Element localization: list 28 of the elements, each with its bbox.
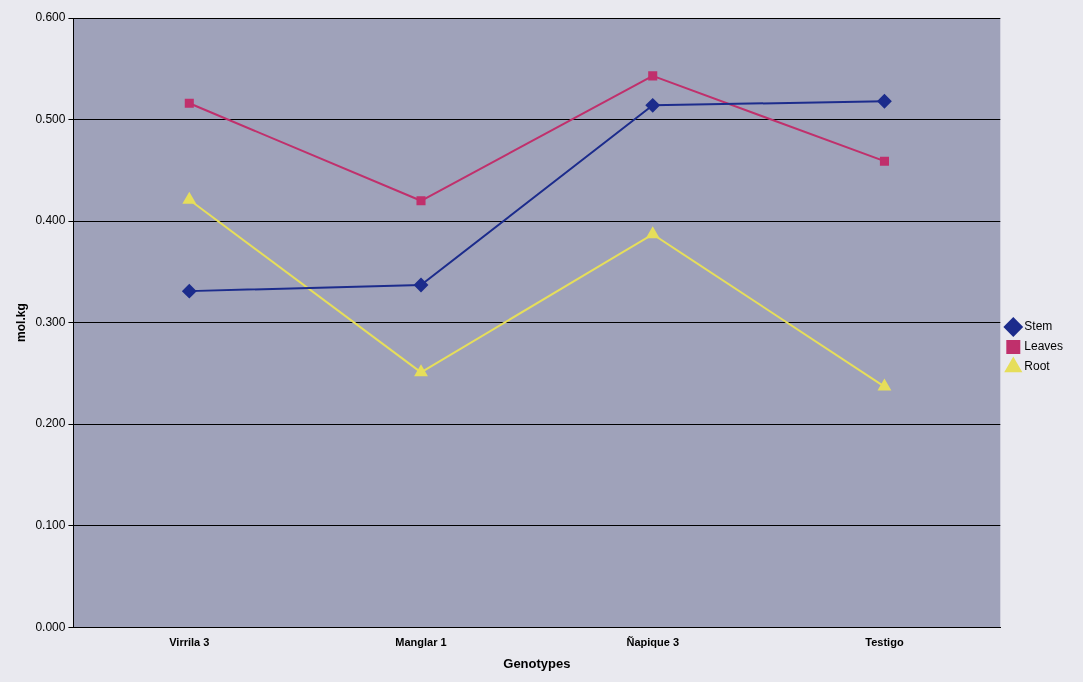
point bbox=[648, 71, 658, 81]
y-tick-label: 0.500 bbox=[35, 111, 66, 126]
y-axis-title: mol.kg bbox=[13, 303, 28, 342]
x-tick-label: Manglar 1 bbox=[395, 635, 447, 648]
point bbox=[414, 278, 429, 293]
y-tick-label: 0.300 bbox=[35, 314, 66, 329]
legend-label: Root bbox=[1024, 359, 1051, 374]
point bbox=[645, 98, 660, 113]
y-tick-label: 0.000 bbox=[35, 619, 66, 634]
y-tick-label: 0.400 bbox=[35, 213, 66, 228]
x-tick-label: Ñapique 3 bbox=[626, 635, 680, 648]
point bbox=[182, 284, 197, 299]
y-tick-label: 0.100 bbox=[35, 517, 66, 532]
point bbox=[879, 156, 889, 166]
x-tick-label: Testigo bbox=[865, 635, 904, 648]
point bbox=[414, 365, 428, 377]
point bbox=[184, 98, 194, 108]
point bbox=[183, 192, 196, 204]
legend-label: Leaves bbox=[1024, 339, 1064, 354]
point bbox=[416, 196, 426, 206]
x-tick-label: Virrila 3 bbox=[169, 635, 210, 648]
legend-label: Stem bbox=[1024, 319, 1053, 334]
x-axis-title: Genotypes bbox=[503, 655, 571, 671]
point bbox=[877, 94, 892, 109]
y-tick-label: 0.200 bbox=[35, 416, 66, 431]
y-tick-label: 0.600 bbox=[35, 10, 66, 25]
point bbox=[646, 227, 659, 239]
point bbox=[878, 379, 891, 391]
